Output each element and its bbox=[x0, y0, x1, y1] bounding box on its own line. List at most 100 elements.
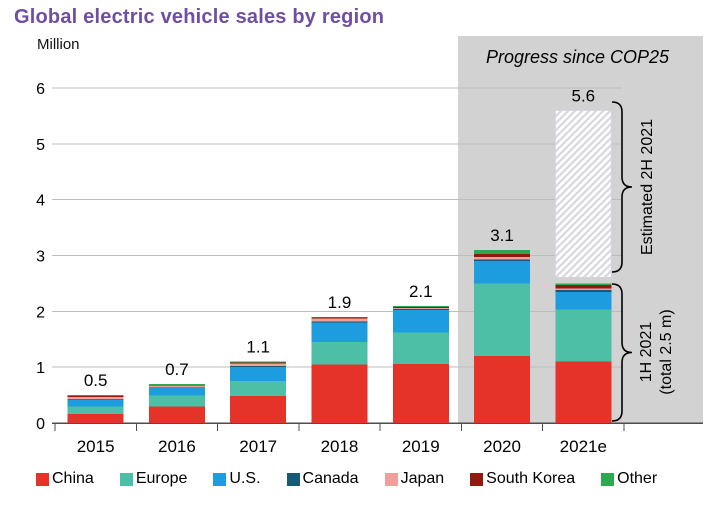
bar-total-label-2017: 1.1 bbox=[246, 338, 270, 357]
y-tick-label-0: 0 bbox=[36, 416, 45, 433]
y-tick-label-3: 3 bbox=[36, 249, 45, 266]
legend-label-europe: Europe bbox=[135, 470, 188, 487]
chart-legend: China Europe U.S. Canada Japan South Korea Oth… bbox=[36, 470, 657, 488]
x-tick-label-2021e: 2021e bbox=[560, 437, 607, 456]
x-tick-label-2020: 2020 bbox=[483, 437, 521, 456]
bar-segment-canada-2020 bbox=[474, 259, 531, 262]
bar-segment-china-2017 bbox=[230, 396, 287, 423]
bar-total-label-2021e: 5.6 bbox=[571, 86, 595, 105]
1h-2021-label-line2: (total 2.5 m) bbox=[658, 309, 675, 394]
chart-title: Global electric vehicle sales by region bbox=[14, 6, 385, 28]
bar-segment-south-korea-2018 bbox=[311, 317, 368, 319]
bar-segment-japan-2021e bbox=[555, 288, 612, 291]
bar-segment-u-s-2016 bbox=[148, 387, 205, 396]
bar-segment-europe-2020 bbox=[474, 283, 531, 357]
bar-segment-south-korea-2017 bbox=[230, 362, 287, 364]
x-tick-label-2016: 2016 bbox=[158, 437, 196, 456]
bar-segment-u-s-2021e bbox=[555, 291, 612, 310]
bar-segment-canada-2016 bbox=[148, 387, 205, 388]
legend-label-canada: Canada bbox=[302, 470, 359, 487]
legend-item-south-korea: South Korea bbox=[470, 470, 575, 488]
legend-swatch-south-korea bbox=[470, 472, 484, 486]
bar-segment-south-korea-2020 bbox=[474, 253, 531, 258]
legend-label-japan: Japan bbox=[400, 470, 445, 487]
legend-label-south-korea: South Korea bbox=[486, 470, 576, 487]
legend-label-u-s: U.S. bbox=[229, 470, 261, 487]
bar-segment-japan-2015 bbox=[67, 396, 124, 399]
bar-segment-u-s-2019 bbox=[392, 310, 449, 333]
y-tick-label-2: 2 bbox=[36, 304, 45, 321]
y-tick-label-4: 4 bbox=[36, 193, 45, 210]
bar-segment-europe-2015 bbox=[67, 406, 124, 415]
x-tick-label-2015: 2015 bbox=[77, 437, 115, 456]
legend-item-canada: Canada bbox=[286, 470, 359, 488]
legend-swatch-other bbox=[601, 472, 615, 486]
bar-segment-japan-2016 bbox=[148, 385, 205, 388]
legend-swatch-canada bbox=[286, 472, 300, 486]
bar-total-label-2019: 2.1 bbox=[409, 282, 433, 301]
bar-total-label-2020: 3.1 bbox=[490, 226, 514, 245]
bar-segment-south-korea-2021e bbox=[555, 285, 612, 289]
legend-item-china: China bbox=[36, 470, 94, 488]
bar-segment-u-s-2015 bbox=[67, 399, 124, 407]
bar-segment-europe-2017 bbox=[230, 381, 287, 397]
bar-segment-europe-2019 bbox=[392, 332, 449, 364]
bar-segment-south-korea-2015 bbox=[67, 396, 124, 397]
bar-segment-japan-2020 bbox=[474, 257, 531, 260]
bar-segment-japan-2017 bbox=[230, 363, 287, 367]
panel-label: Progress since COP25 bbox=[486, 47, 670, 67]
legend-swatch-europe bbox=[119, 472, 133, 486]
legend-label-other: Other bbox=[617, 470, 658, 487]
bar-segment-u-s-2018 bbox=[311, 322, 368, 343]
bar-segment-other-2017 bbox=[230, 361, 287, 363]
y-tick-label-6: 6 bbox=[36, 81, 45, 98]
x-tick-label-2017: 2017 bbox=[239, 437, 277, 456]
bar-segment-south-korea-2019 bbox=[392, 306, 449, 308]
bar-segment-china-2016 bbox=[148, 406, 205, 423]
bar-segment-china-2019 bbox=[392, 363, 449, 423]
bar-segment-other-2015 bbox=[67, 395, 124, 397]
bar-segment-other-2016 bbox=[148, 383, 205, 386]
bar-total-label-2018: 1.9 bbox=[328, 293, 352, 312]
bar-segment-europe-2021e bbox=[555, 309, 612, 362]
estimated-2h-bracket bbox=[611, 101, 633, 273]
bar-segment-canada-2021e bbox=[555, 290, 612, 292]
bar-segment-other-2021e bbox=[555, 283, 612, 286]
bar-segment-japan-2019 bbox=[392, 307, 449, 310]
bar-segment-other-2019 bbox=[392, 305, 449, 307]
bar-segment-china-2020 bbox=[474, 356, 531, 423]
estimated-2h-hatched-segment bbox=[554, 109, 612, 278]
legend-swatch-u-s bbox=[213, 472, 227, 486]
bar-segment-europe-2018 bbox=[311, 342, 368, 365]
y-tick-label-1: 1 bbox=[36, 360, 45, 377]
x-tick-label-2018: 2018 bbox=[321, 437, 359, 456]
legend-label-china: China bbox=[52, 470, 94, 487]
y-tick-label-5: 5 bbox=[36, 137, 45, 154]
y-axis-unit-label: Million bbox=[37, 36, 80, 53]
legend-swatch-china bbox=[36, 472, 49, 486]
bar-segment-south-korea-2016 bbox=[148, 385, 205, 386]
legend-swatch-japan bbox=[384, 472, 398, 486]
bar-segment-other-2020 bbox=[474, 249, 531, 254]
bar-segment-other-2018 bbox=[311, 316, 368, 318]
legend-item-u-s: U.S. bbox=[213, 470, 261, 488]
legend-item-japan: Japan bbox=[384, 470, 445, 488]
bar-segment-canada-2015 bbox=[67, 398, 124, 400]
bar-segment-u-s-2020 bbox=[474, 261, 531, 284]
bar-total-label-2016: 0.7 bbox=[165, 360, 189, 379]
bar-segment-china-2021e bbox=[555, 361, 612, 423]
bar-segment-china-2015 bbox=[67, 414, 124, 423]
bar-segment-canada-2018 bbox=[311, 321, 368, 323]
bar-segment-canada-2017 bbox=[230, 366, 287, 368]
bar-segment-china-2018 bbox=[311, 364, 368, 423]
bar-segment-europe-2016 bbox=[148, 395, 205, 407]
legend-item-europe: Europe bbox=[119, 470, 188, 488]
1h-2021-label-line1: 1H 2021 bbox=[638, 322, 655, 383]
legend-item-other: Other bbox=[601, 470, 657, 488]
bar-segment-u-s-2017 bbox=[230, 367, 287, 382]
bar-total-label-2015: 0.5 bbox=[84, 371, 108, 390]
1h-2021-bracket bbox=[611, 283, 633, 422]
bar-segment-japan-2018 bbox=[311, 318, 368, 322]
